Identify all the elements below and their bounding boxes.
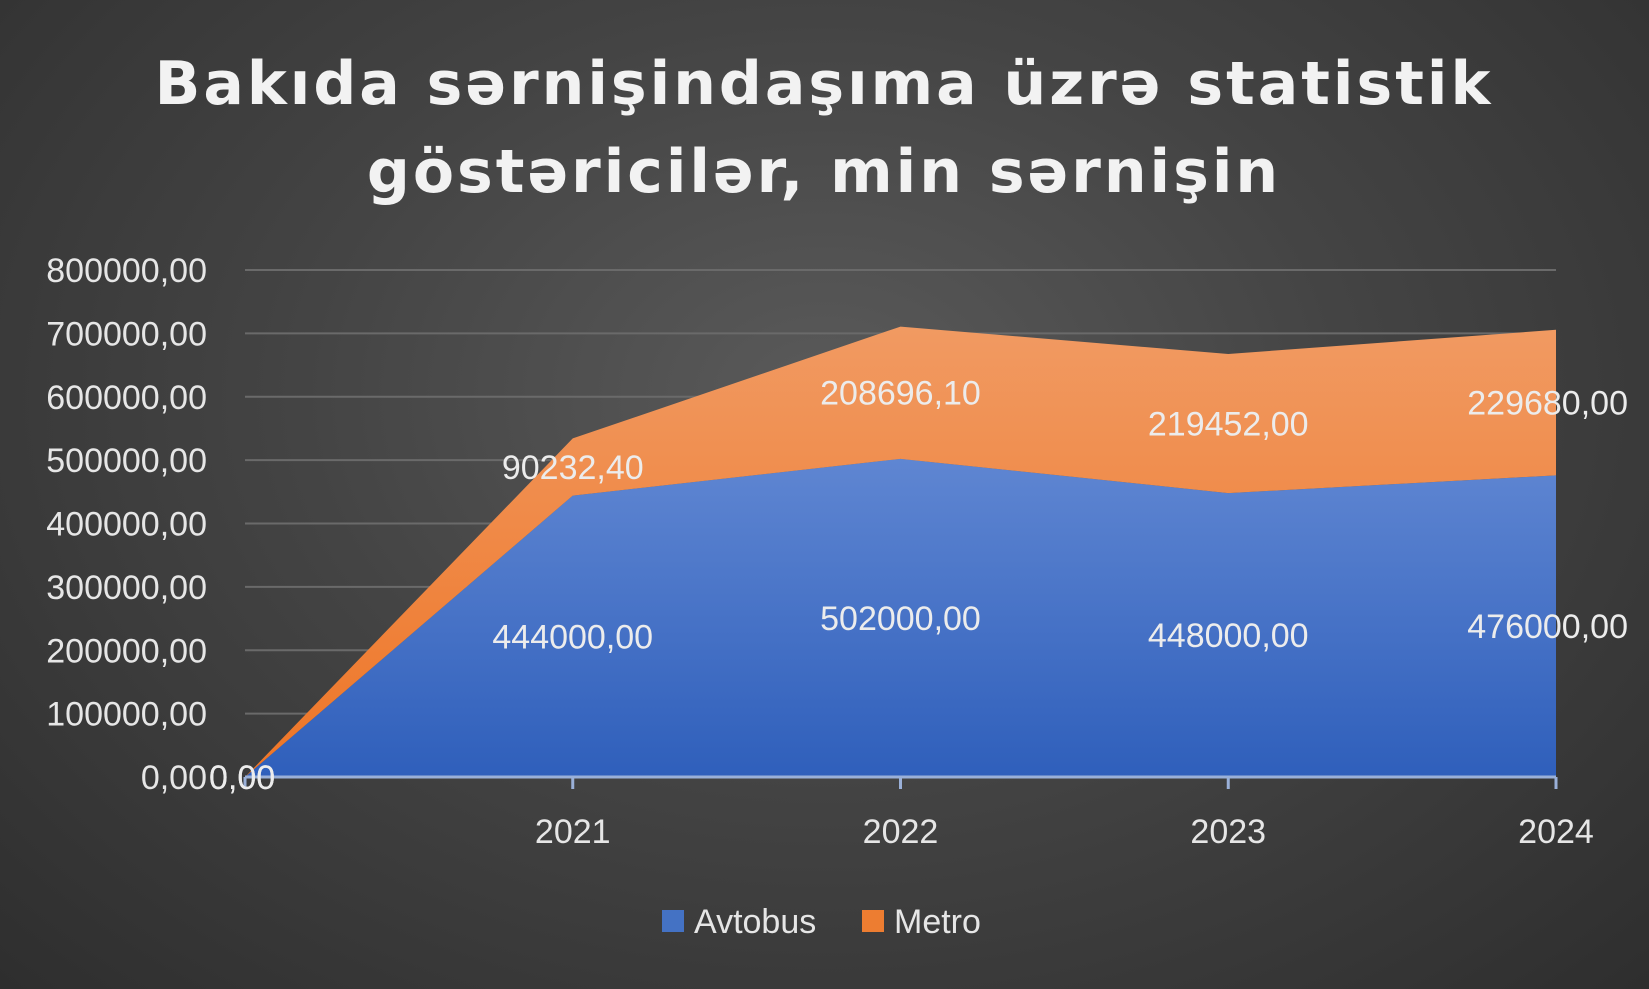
data-label-avtobus: 476000,00 — [1467, 608, 1628, 646]
y-tick-label: 800000,00 — [46, 252, 207, 290]
data-labels: 0,00 444000,00 502000,00 448000,00 476000,00… — [209, 375, 1628, 797]
axes: 0,00100000,00200000,00300000,00400000,00… — [46, 252, 1594, 851]
legend-swatch-avtobus — [662, 910, 684, 932]
y-tick-label: 700000,00 — [46, 315, 207, 353]
data-label-avtobus: 0,00 — [209, 759, 275, 797]
legend-label-metro: Metro — [894, 903, 981, 941]
data-label-avtobus: 502000,00 — [820, 600, 981, 638]
x-tick-label: 2023 — [1190, 813, 1266, 851]
y-tick-label: 600000,00 — [46, 379, 207, 417]
y-tick-label: 300000,00 — [46, 569, 207, 607]
x-tick-label: 2022 — [863, 813, 939, 851]
data-label-metro: 0,00 — [209, 759, 275, 797]
legend-swatch-metro — [862, 910, 884, 932]
data-label-metro: 90232,40 — [502, 449, 644, 487]
y-tick-label: 0,00 — [141, 759, 207, 797]
data-label-metro: 208696,10 — [820, 375, 981, 413]
plot-areas — [245, 326, 1556, 777]
data-label-avtobus: 444000,00 — [492, 618, 653, 656]
y-tick-label: 500000,00 — [46, 442, 207, 480]
data-label-avtobus: 448000,00 — [1148, 617, 1309, 655]
legend: Avtobus Metro — [662, 903, 981, 941]
chart-title-line-1: Bakıda sərnişindaşıma üzrə statistik — [155, 49, 1494, 119]
area-avtobus — [245, 458, 1556, 777]
area-metro — [245, 326, 1556, 777]
x-tick-label: 2024 — [1518, 813, 1594, 851]
data-label-metro: 219452,00 — [1148, 406, 1309, 444]
legend-label-avtobus: Avtobus — [694, 903, 816, 941]
y-tick-label: 400000,00 — [46, 506, 207, 544]
y-tick-label: 100000,00 — [46, 696, 207, 734]
data-label-metro: 229680,00 — [1467, 385, 1628, 423]
x-tick-label: 2021 — [535, 813, 611, 851]
chart-title-line-2: göstəricilər, min sərnişin — [367, 137, 1281, 207]
y-tick-label: 200000,00 — [46, 632, 207, 670]
